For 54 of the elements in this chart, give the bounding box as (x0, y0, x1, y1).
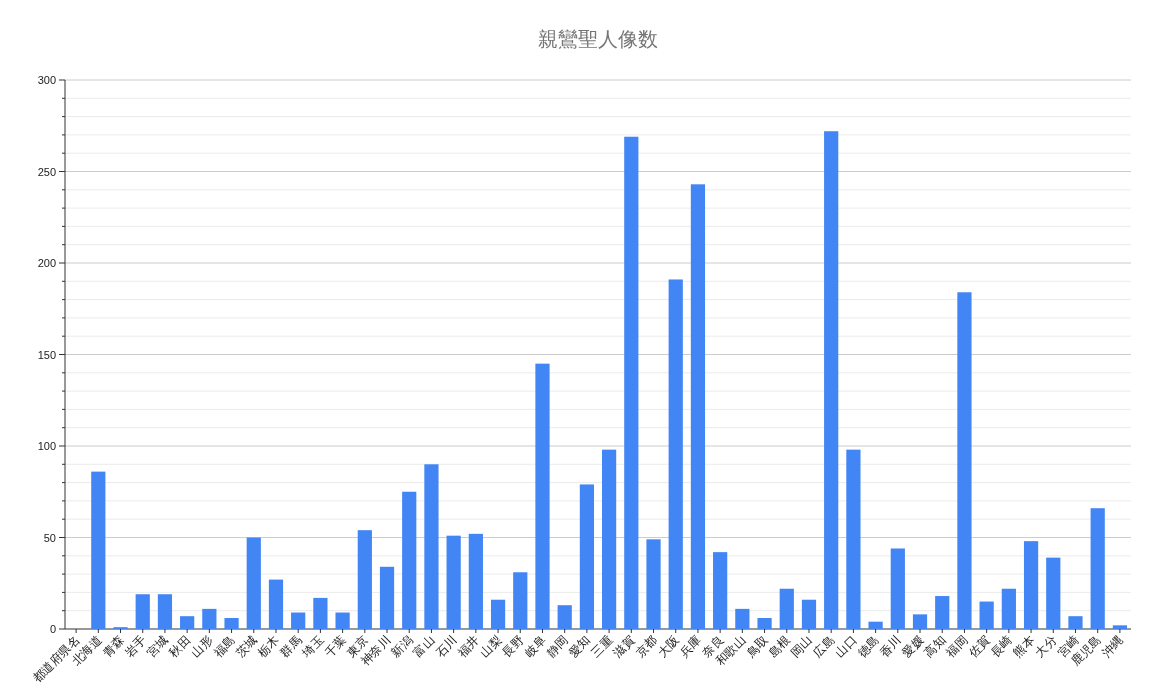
bar (713, 552, 728, 629)
bar (1001, 588, 1016, 629)
bar (446, 535, 461, 629)
bar (801, 599, 817, 629)
chart-title: 親鸞聖人像数 (538, 28, 658, 50)
bar (890, 548, 905, 629)
bar (402, 491, 417, 629)
y-tick-label: 50 (43, 531, 56, 544)
bar (91, 471, 106, 629)
bar (1112, 625, 1127, 629)
bar (180, 616, 195, 629)
bar (779, 588, 794, 629)
bar (1023, 541, 1039, 629)
y-tick-label: 250 (37, 165, 56, 178)
bar (735, 608, 750, 629)
bar (1046, 557, 1061, 629)
y-tick-label: 150 (37, 348, 56, 361)
bar (557, 605, 572, 629)
bar (646, 539, 661, 629)
bar (224, 618, 239, 629)
y-tick-label: 0 (49, 623, 56, 635)
bar (602, 449, 617, 629)
bar (335, 612, 350, 629)
bar (424, 464, 439, 629)
bar (668, 279, 683, 629)
bar (690, 184, 706, 629)
bar (624, 136, 639, 629)
bar (357, 530, 372, 629)
bar (246, 537, 261, 629)
bar (1090, 508, 1105, 629)
bar (1068, 616, 1083, 629)
bar (202, 608, 217, 629)
bar (268, 579, 284, 629)
bar (468, 533, 483, 629)
bar (313, 597, 328, 629)
y-tick-label: 300 (37, 74, 56, 86)
bar (868, 621, 883, 629)
bar (757, 618, 772, 629)
bar (979, 601, 994, 629)
bar (135, 594, 150, 629)
bar (291, 612, 306, 629)
bar (535, 363, 550, 629)
bar (490, 599, 506, 629)
bar (513, 572, 528, 629)
bar (935, 596, 950, 629)
bar (824, 131, 839, 629)
bar (957, 292, 972, 629)
bar (579, 484, 594, 629)
bar (379, 566, 395, 629)
bar (157, 594, 173, 629)
y-tick-label: 100 (37, 440, 56, 452)
bar (912, 614, 928, 629)
y-tick-label: 200 (37, 257, 56, 269)
bar (846, 449, 861, 629)
